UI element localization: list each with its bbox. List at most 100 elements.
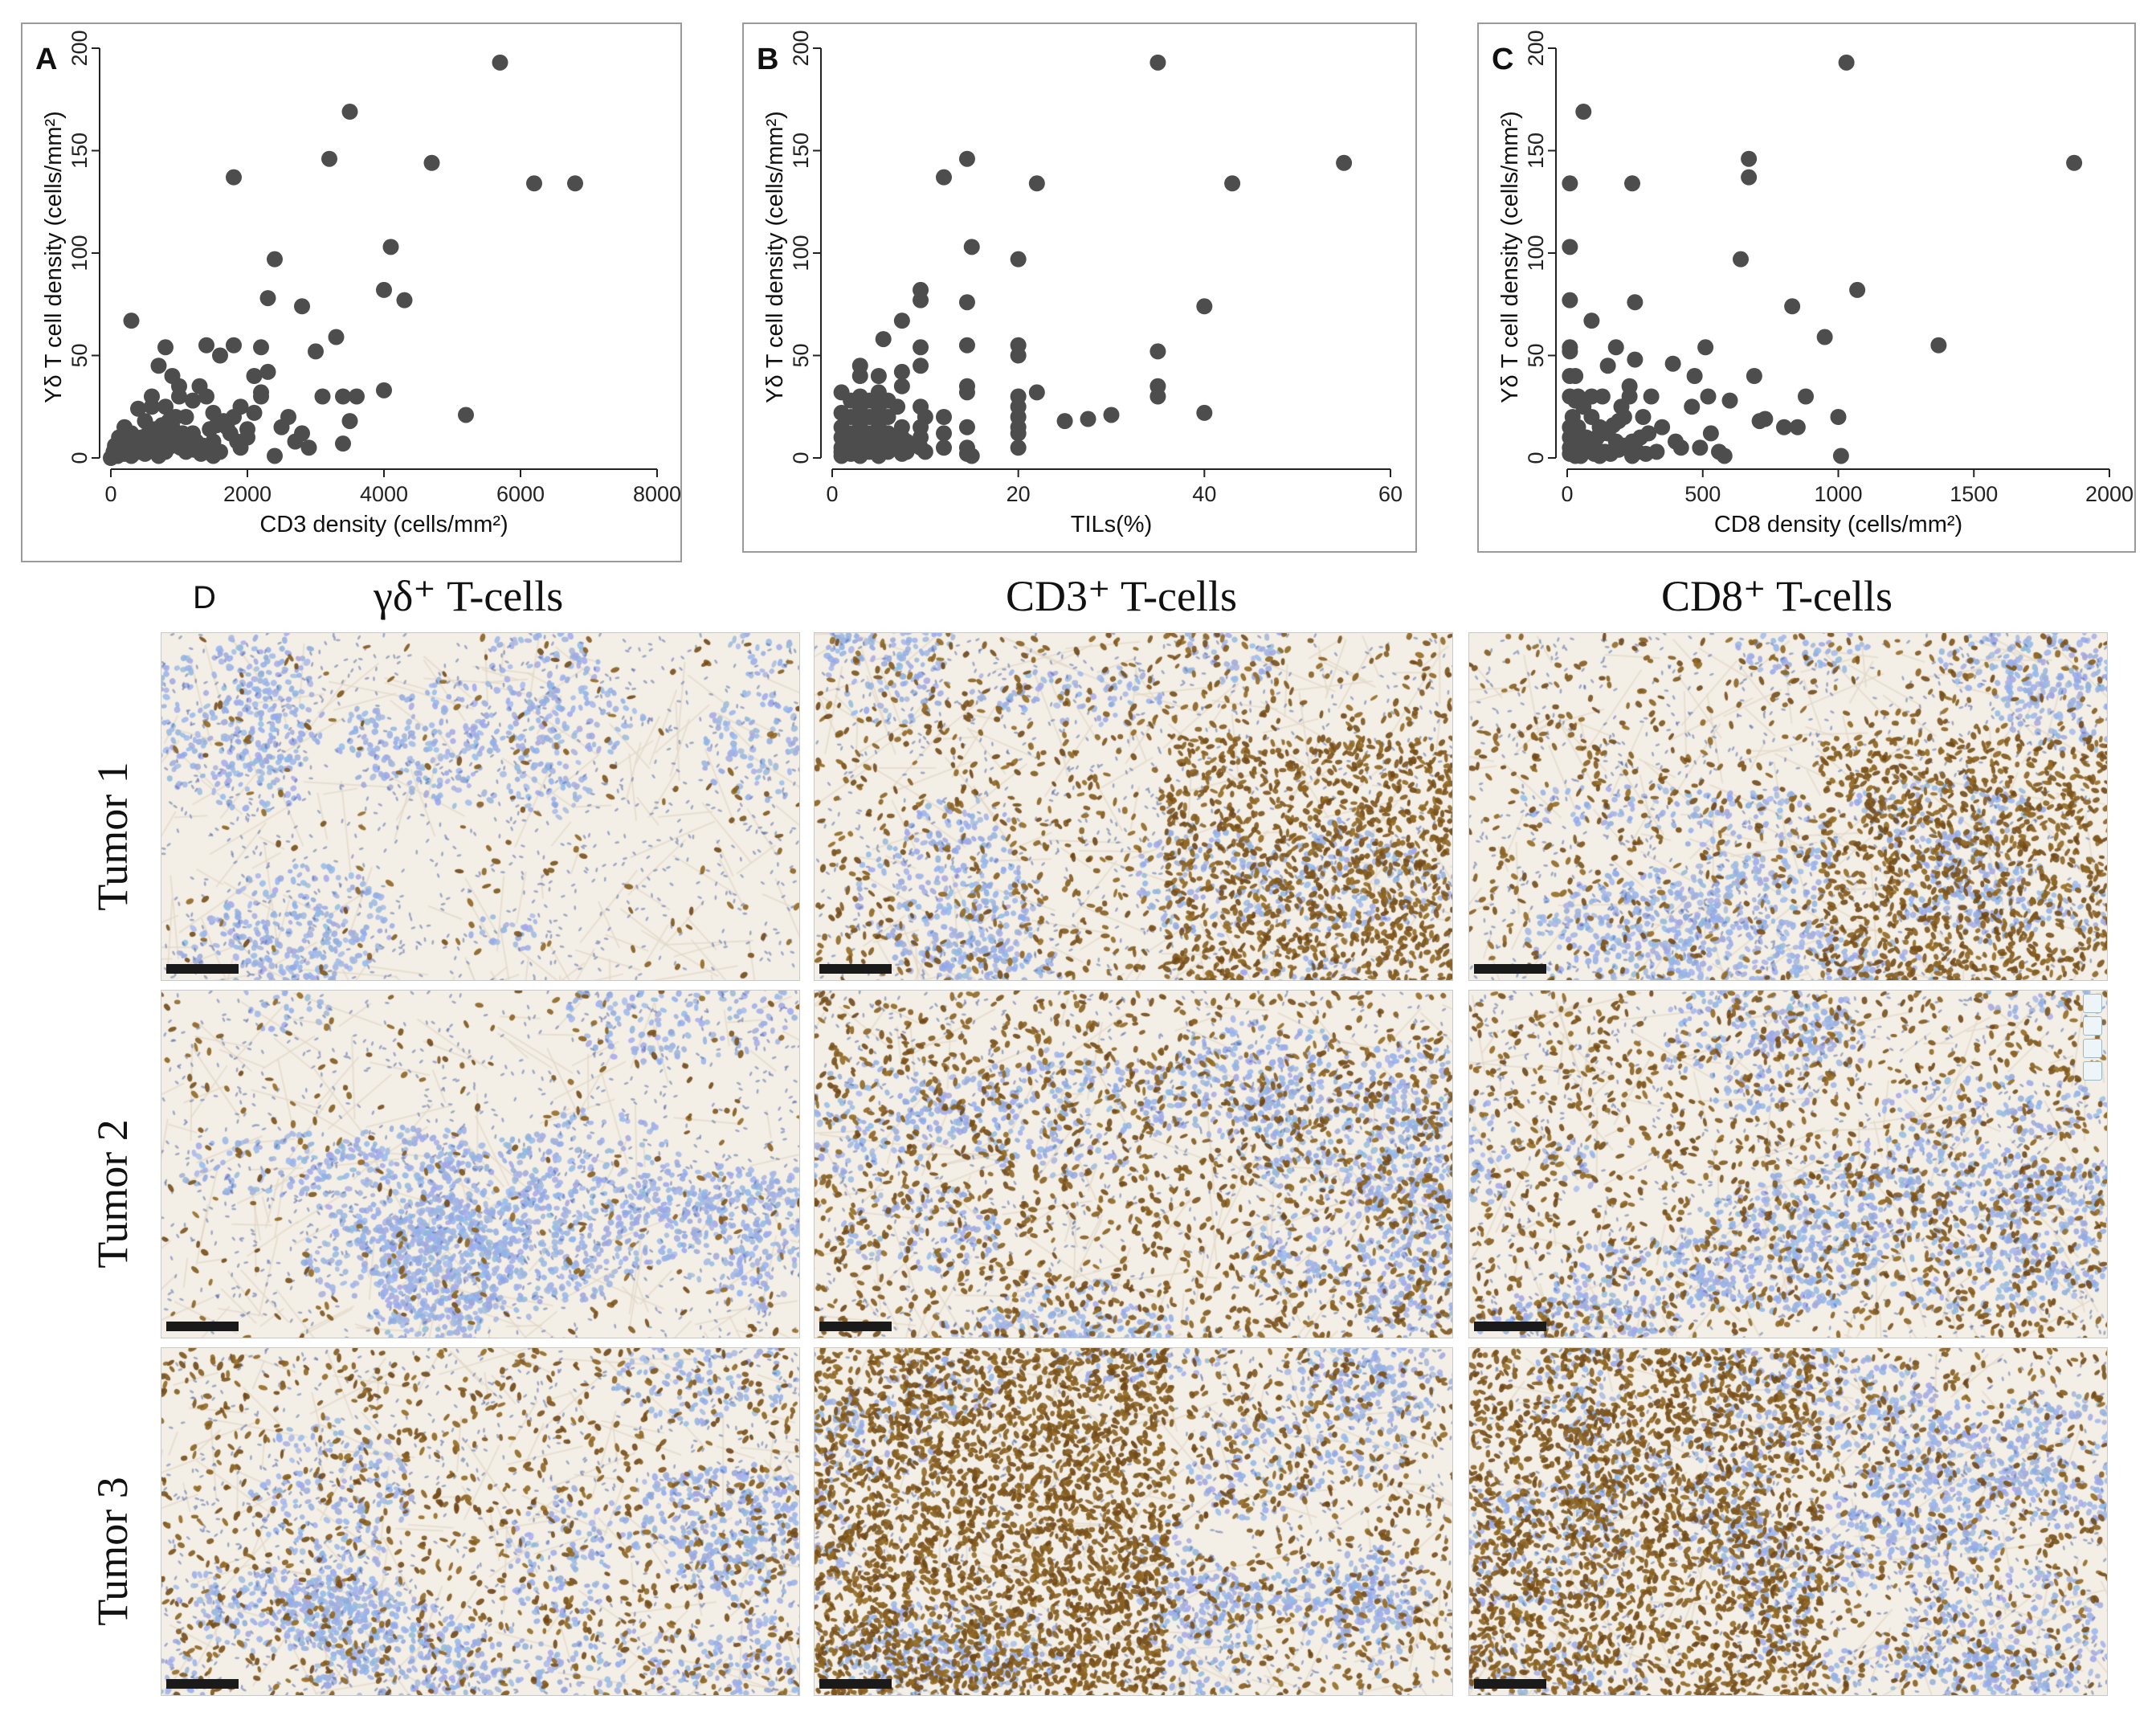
data-point bbox=[1672, 439, 1689, 456]
data-point bbox=[246, 368, 263, 384]
data-point bbox=[130, 400, 146, 417]
data-point bbox=[253, 388, 269, 405]
data-point bbox=[1627, 351, 1644, 368]
data-point bbox=[936, 425, 952, 442]
y-tick-label: 0 bbox=[789, 451, 813, 464]
x-tick-label: 4000 bbox=[360, 482, 408, 506]
x-tick-label: 6000 bbox=[496, 482, 545, 506]
data-point bbox=[1930, 337, 1947, 353]
data-point bbox=[1010, 398, 1027, 415]
data-point bbox=[913, 292, 929, 308]
column-header-cd8: CD8⁺ T-cells bbox=[1661, 572, 1893, 620]
data-point bbox=[936, 409, 952, 425]
data-point bbox=[1789, 419, 1806, 435]
data-point bbox=[958, 445, 975, 462]
y-tick-label: 200 bbox=[67, 30, 92, 66]
data-point bbox=[171, 378, 187, 394]
data-point bbox=[1562, 388, 1578, 405]
data-point bbox=[1838, 54, 1855, 71]
micrograph-image bbox=[161, 633, 799, 980]
data-point bbox=[1562, 175, 1578, 192]
data-point bbox=[1830, 409, 1847, 425]
scale-bar bbox=[819, 964, 892, 974]
data-point bbox=[1583, 313, 1600, 329]
data-point bbox=[917, 443, 933, 460]
panel-letter-a: A bbox=[35, 43, 57, 76]
data-point bbox=[958, 294, 975, 311]
data-point bbox=[958, 337, 975, 353]
data-point bbox=[341, 104, 358, 121]
data-point bbox=[232, 398, 249, 415]
data-point bbox=[1196, 298, 1213, 315]
data-point bbox=[567, 175, 583, 192]
data-point bbox=[314, 388, 331, 405]
data-point bbox=[1149, 378, 1166, 394]
data-point bbox=[458, 407, 474, 423]
y-tick-label: 100 bbox=[789, 235, 813, 271]
x-axis-label: CD8 density (cells/mm²) bbox=[1714, 512, 1962, 537]
data-point bbox=[1562, 419, 1578, 435]
scale-bar bbox=[1474, 964, 1546, 974]
data-point bbox=[215, 413, 232, 430]
x-tick-label: 500 bbox=[1684, 482, 1721, 506]
x-tick-label: 0 bbox=[104, 482, 116, 506]
data-point bbox=[1832, 447, 1849, 464]
data-point bbox=[1010, 439, 1027, 456]
y-tick-label: 100 bbox=[1524, 235, 1548, 271]
data-point bbox=[1010, 347, 1027, 364]
data-point bbox=[1741, 169, 1758, 186]
y-tick-label: 50 bbox=[1524, 343, 1548, 367]
data-point bbox=[335, 435, 351, 452]
scatter-panel-a: A 0 50 100 150 200 0 2000 4000 6000 8000 CD3 densi… bbox=[21, 22, 682, 562]
x-tick-label: 2000 bbox=[223, 482, 272, 506]
scale-bar bbox=[166, 1679, 239, 1689]
viewer-toolbar bbox=[2083, 994, 2105, 1081]
data-point bbox=[833, 404, 850, 421]
data-point bbox=[1607, 339, 1624, 356]
data-point bbox=[889, 398, 906, 415]
data-point bbox=[1654, 419, 1671, 435]
data-point bbox=[1567, 368, 1584, 384]
data-point bbox=[193, 445, 210, 462]
y-tick-label: 50 bbox=[67, 343, 92, 367]
data-point bbox=[1640, 425, 1657, 442]
data-point bbox=[259, 363, 276, 380]
data-point bbox=[167, 409, 184, 425]
data-point bbox=[1816, 329, 1833, 345]
column-header-gamma-delta: γδ⁺ T-cells bbox=[374, 572, 564, 620]
x-axis-label: CD3 density (cells/mm²) bbox=[259, 512, 508, 537]
data-point bbox=[893, 378, 910, 394]
data-point bbox=[349, 388, 365, 405]
data-point bbox=[1572, 447, 1589, 464]
data-point bbox=[1562, 292, 1578, 308]
x-tick-label: 1500 bbox=[1950, 482, 1998, 506]
row-label-tumor-1: Tumor 1 bbox=[88, 762, 137, 911]
y-tick-label: 200 bbox=[1524, 30, 1548, 66]
data-point bbox=[1776, 419, 1792, 435]
data-point bbox=[492, 54, 508, 71]
data-point bbox=[1562, 239, 1578, 255]
micrograph-tumor1-gamma-delta bbox=[161, 632, 800, 981]
x-tick-label: 8000 bbox=[633, 482, 681, 506]
data-point bbox=[875, 331, 892, 348]
data-point bbox=[1080, 411, 1096, 427]
y-axis-label: Yδ T cell density (cells/mm²) bbox=[1497, 111, 1523, 403]
data-point bbox=[157, 339, 174, 356]
data-point bbox=[958, 150, 975, 167]
scale-bar bbox=[819, 1322, 892, 1331]
micrograph-image bbox=[815, 1348, 1452, 1695]
data-point bbox=[185, 392, 201, 409]
data-point bbox=[1624, 175, 1640, 192]
data-point bbox=[1336, 154, 1353, 171]
y-tick-label: 0 bbox=[1524, 451, 1548, 464]
data-point bbox=[150, 358, 167, 374]
data-point bbox=[294, 298, 310, 315]
x-tick-label: 1000 bbox=[1814, 482, 1862, 506]
data-point bbox=[913, 419, 929, 435]
data-point bbox=[1562, 343, 1578, 360]
data-point bbox=[382, 239, 399, 255]
data-point bbox=[1597, 443, 1614, 460]
micrograph-image bbox=[815, 633, 1452, 980]
scatter-panel-b: B 0 50 100 150 200 0 20 40 60 TILs(%) Yδ T cell de… bbox=[742, 22, 1417, 553]
data-point bbox=[273, 419, 290, 435]
